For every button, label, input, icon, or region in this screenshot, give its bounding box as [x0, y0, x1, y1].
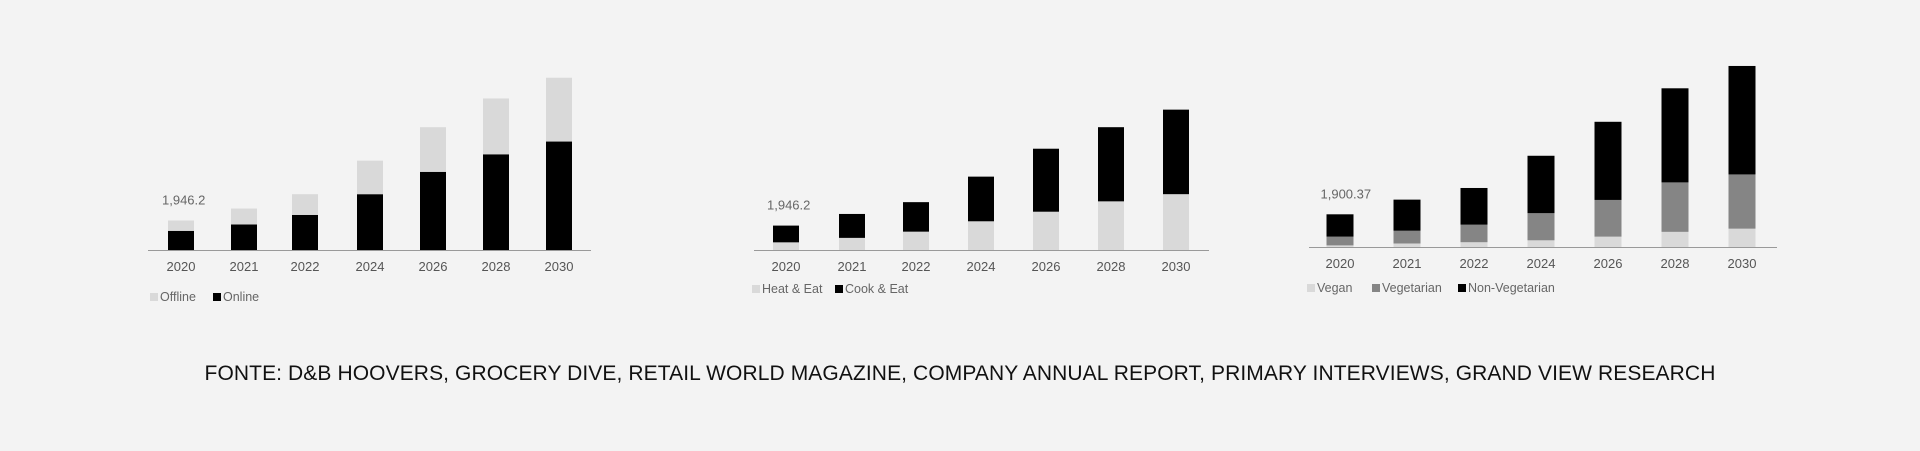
bar-vegetarian-2030: [1728, 174, 1756, 229]
bar-heat-eat-2030: [1163, 194, 1189, 250]
x-tick-label: 2026: [419, 259, 448, 274]
x-tick-label: 2021: [230, 259, 259, 274]
bar-heat-eat-2026: [1033, 211, 1059, 250]
bar-online-2021: [231, 224, 257, 250]
bar-vegan-2030: [1728, 228, 1756, 247]
bar-vegan-2026: [1594, 236, 1622, 247]
x-tick-label: 2022: [902, 259, 931, 274]
x-tick-label: 2020: [167, 259, 196, 274]
bar-vegetarian-2020: [1326, 236, 1354, 246]
bar-non-vegetarian-2020: [1326, 214, 1354, 237]
x-tick-label: 2030: [1728, 256, 1757, 271]
bar-non-vegetarian-2028: [1661, 88, 1689, 183]
bar-non-vegetarian-2026: [1594, 121, 1622, 200]
bar-vegetarian-2022: [1460, 224, 1488, 243]
bar-cook-eat-2020: [773, 225, 799, 243]
legend-swatch: [1307, 284, 1315, 292]
source-note: FONTE: D&B HOOVERS, GROCERY DIVE, RETAIL…: [204, 362, 1716, 385]
bar-vegetarian-2028: [1661, 182, 1689, 232]
chart-3: 2020 2021 2022 2024 2026 2028 2030 1,900.37 Vega…: [1307, 65, 1777, 295]
x-tick-label: 2024: [967, 259, 996, 274]
data-label: 1,946.2: [162, 192, 205, 207]
legend-label: Heat & Eat: [762, 282, 823, 296]
bar-online-2026: [420, 171, 446, 250]
bar-vegetarian-2026: [1594, 199, 1622, 237]
bar-online-2020: [168, 230, 194, 250]
bar-cook-eat-2021: [839, 213, 865, 238]
bar-non-vegetarian-2030: [1728, 65, 1756, 175]
bar-cook-eat-2022: [903, 202, 929, 232]
bar-heat-eat-2024: [968, 221, 994, 250]
legend-swatch: [1372, 284, 1380, 292]
bar-online-2028: [483, 154, 509, 250]
bar-vegan-2028: [1661, 231, 1689, 247]
x-tick-label: 2022: [291, 259, 320, 274]
bar-non-vegetarian-2021: [1393, 199, 1421, 231]
x-tick-label: 2020: [1326, 256, 1355, 271]
x-tick-label: 2020: [772, 259, 801, 274]
legend-label: Offline: [160, 290, 196, 304]
bar-online-2022: [292, 214, 318, 250]
bar-offline-2020: [168, 220, 194, 231]
legend-swatch: [1458, 284, 1466, 292]
x-tick-label: 2021: [838, 259, 867, 274]
bar-vegan-2024: [1527, 240, 1555, 247]
bar-vegan-2020: [1326, 245, 1354, 247]
bar-offline-2021: [231, 208, 257, 225]
legend-label: Online: [223, 290, 259, 304]
bar-vegan-2022: [1460, 242, 1488, 247]
x-tick-label: 2024: [1527, 256, 1556, 271]
bar-heat-eat-2021: [839, 237, 865, 250]
data-label: 1,946.2: [767, 198, 810, 213]
bar-offline-2022: [292, 194, 318, 215]
bar-offline-2030: [546, 77, 572, 142]
x-tick-label: 2024: [356, 259, 385, 274]
bar-vegan-2021: [1393, 243, 1421, 247]
x-tick-label: 2022: [1460, 256, 1489, 271]
legend-label: Cook & Eat: [845, 282, 909, 296]
bar-offline-2026: [420, 127, 446, 172]
x-tick-label: 2026: [1032, 259, 1061, 274]
bar-heat-eat-2028: [1098, 201, 1124, 250]
legend-label: Vegan: [1317, 281, 1353, 295]
x-tick-label: 2030: [1162, 259, 1191, 274]
bar-offline-2024: [357, 160, 383, 195]
bar-non-vegetarian-2022: [1460, 187, 1488, 225]
legend-swatch: [150, 293, 158, 301]
x-tick-label: 2028: [1661, 256, 1690, 271]
chart-1: 2020 2021 2022 2024 2026 2028 2030 1,946.2 Offli…: [148, 77, 591, 304]
bar-vegetarian-2024: [1527, 213, 1555, 241]
bar-online-2030: [546, 141, 572, 250]
bar-vegetarian-2021: [1393, 230, 1421, 244]
bar-cook-eat-2024: [968, 176, 994, 222]
legend-label: Vegetarian: [1382, 281, 1442, 295]
x-tick-label: 2028: [482, 259, 511, 274]
legend-swatch: [213, 293, 221, 301]
x-tick-label: 2021: [1393, 256, 1422, 271]
legend-label: Non-Vegetarian: [1468, 281, 1555, 295]
chart-2: 2020 2021 2022 2024 2026 2028 2030 1,946.2 Heat …: [752, 109, 1209, 296]
bar-offline-2028: [483, 98, 509, 155]
bar-cook-eat-2026: [1033, 148, 1059, 212]
x-tick-label: 2026: [1594, 256, 1623, 271]
bar-heat-eat-2022: [903, 231, 929, 250]
bar-cook-eat-2028: [1098, 127, 1124, 202]
legend-swatch: [835, 285, 843, 293]
bar-heat-eat-2020: [773, 242, 799, 250]
x-tick-label: 2030: [545, 259, 574, 274]
data-label: 1,900.37: [1321, 186, 1372, 201]
bar-cook-eat-2030: [1163, 109, 1189, 195]
bar-non-vegetarian-2024: [1527, 155, 1555, 214]
legend-swatch: [752, 285, 760, 293]
bar-online-2024: [357, 194, 383, 250]
x-tick-label: 2028: [1097, 259, 1126, 274]
